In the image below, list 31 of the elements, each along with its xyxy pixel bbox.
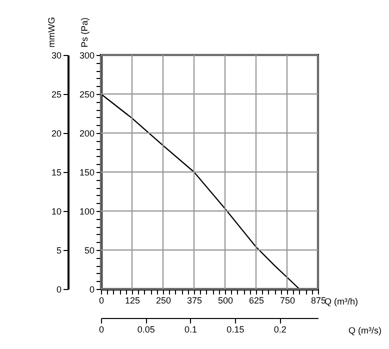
x-tick-label: 125	[124, 296, 140, 306]
x2-axis-title: Q (m³/s)	[348, 326, 382, 336]
x-tick-label: 500	[218, 296, 234, 306]
x-axis-title: Q (m³/h)	[324, 296, 358, 306]
y-axis-title: Ps (Pa)	[80, 17, 90, 48]
y2-tick-label: 10	[51, 206, 62, 216]
x-tick-label: 625	[248, 296, 264, 306]
y2-tick-label: 30	[51, 50, 62, 60]
x2-tick-label: 0.2	[274, 324, 286, 334]
y2-tick-label: 5	[56, 246, 62, 256]
y-tick-label: 150	[79, 168, 94, 178]
x2-tick-label: 0.05	[137, 324, 155, 334]
y2-tick-label: 0	[56, 284, 62, 294]
x-tick-label: 750	[280, 296, 296, 306]
x-tick-label: 875	[310, 296, 326, 306]
x2-tick-label: 0.15	[226, 324, 244, 334]
x-tick-label: 0	[98, 296, 104, 306]
y2-tick-label: 25	[51, 90, 62, 100]
x2-tick-label: 0.1	[184, 324, 198, 334]
y-tick-label: 0	[89, 284, 94, 294]
x-tick-label: 250	[156, 296, 172, 306]
x-tick-label: 375	[186, 296, 202, 306]
y2-tick-label: 15	[51, 168, 62, 178]
y2-tick-label: 20	[51, 128, 62, 138]
y2-axis-title: mmWG	[46, 17, 56, 48]
x2-tick-label: 0	[98, 324, 104, 334]
y-tick-label: 100	[79, 206, 94, 216]
y-tick-label: 50	[84, 246, 94, 256]
y-tick-label: 250	[79, 90, 94, 100]
y-tick-label: 200	[79, 128, 94, 138]
y-tick-label: 300	[79, 50, 94, 60]
